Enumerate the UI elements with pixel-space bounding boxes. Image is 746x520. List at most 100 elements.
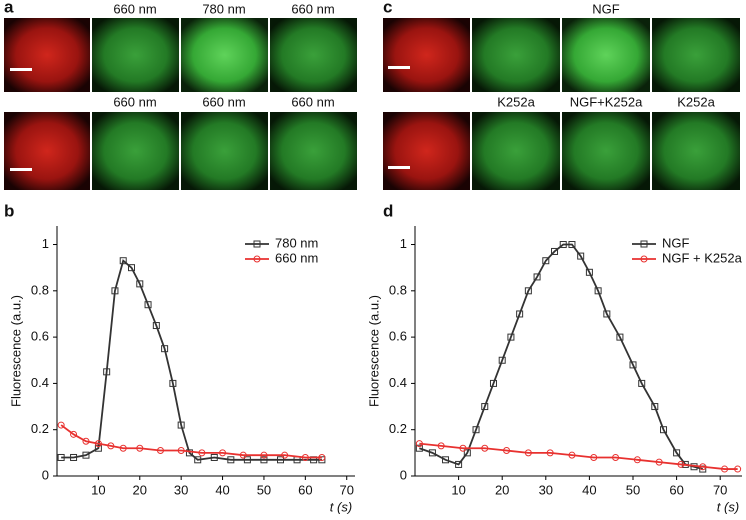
x-tick-label: 30	[539, 482, 553, 497]
marker	[463, 449, 471, 457]
marker	[415, 440, 423, 448]
marker	[57, 453, 65, 461]
image-tile	[562, 112, 650, 190]
marker	[503, 447, 511, 455]
marker	[699, 463, 707, 471]
tile-label: NGF	[592, 1, 620, 16]
marker	[651, 403, 659, 411]
image-panels	[4, 18, 740, 190]
image-tile	[472, 112, 560, 190]
marker	[660, 426, 668, 434]
marker	[542, 257, 550, 265]
x-axis-label: t (s)	[330, 499, 352, 514]
image-tile	[652, 112, 740, 190]
marker	[673, 449, 681, 457]
tile-label: 660 nm	[113, 1, 156, 16]
marker	[551, 247, 559, 255]
y-axis-label: Fluorescence (a.u.)	[8, 295, 23, 407]
marker	[260, 451, 268, 459]
marker	[498, 356, 506, 364]
scale-bar	[388, 166, 410, 169]
x-tick-label: 70	[713, 482, 727, 497]
image-tile	[270, 18, 357, 92]
marker	[677, 460, 685, 468]
marker	[281, 451, 289, 459]
marker	[638, 379, 646, 387]
marker	[481, 444, 489, 452]
image-tile	[92, 18, 179, 92]
marker	[156, 447, 164, 455]
marker	[161, 345, 169, 353]
marker	[734, 465, 742, 473]
marker	[94, 444, 102, 452]
marker	[612, 453, 620, 461]
series-line	[419, 243, 703, 470]
tile-label: 780 nm	[202, 1, 245, 16]
image-tile	[181, 112, 268, 190]
marker	[524, 287, 532, 295]
marker	[559, 241, 567, 249]
legend-label: 780 nm	[275, 235, 318, 250]
marker	[239, 451, 247, 459]
marker	[107, 442, 115, 450]
marker	[437, 442, 445, 450]
marker	[119, 257, 127, 265]
panel-letter: d	[383, 201, 393, 220]
marker	[594, 287, 602, 295]
x-tick-label: 70	[339, 482, 353, 497]
marker	[415, 444, 423, 452]
marker	[253, 240, 261, 248]
marker	[103, 368, 111, 376]
marker	[524, 449, 532, 457]
x-tick-label: 50	[626, 482, 640, 497]
marker	[721, 465, 729, 473]
image-tile	[562, 18, 650, 92]
scale-bar	[10, 68, 32, 71]
x-tick-label: 20	[133, 482, 147, 497]
image-tile	[270, 112, 357, 190]
marker	[640, 255, 648, 263]
marker	[507, 333, 515, 341]
series-line	[61, 259, 322, 461]
marker	[546, 449, 554, 457]
marker	[428, 449, 436, 457]
x-tick-label: 40	[582, 482, 596, 497]
marker	[260, 456, 268, 464]
x-tick-label: 10	[91, 482, 105, 497]
y-tick-label: 0.2	[31, 421, 49, 436]
tile-label: 660 nm	[113, 94, 156, 109]
marker	[633, 456, 641, 464]
tile-label: K252a	[497, 94, 535, 109]
image-tile	[92, 112, 179, 190]
y-tick-label: 0.6	[389, 329, 407, 344]
y-tick-label: 1	[42, 236, 49, 251]
marker	[198, 449, 206, 457]
marker	[136, 444, 144, 452]
y-axis-label: Fluorescence (a.u.)	[366, 295, 381, 407]
series-line	[419, 442, 738, 470]
marker	[194, 456, 202, 464]
marker	[185, 449, 193, 457]
marker	[253, 255, 261, 263]
y-tick-label: 0.4	[389, 375, 407, 390]
marker	[111, 287, 119, 295]
marker	[568, 241, 576, 249]
image-tile	[383, 112, 470, 190]
x-tick-label: 60	[669, 482, 683, 497]
marker	[533, 273, 541, 281]
marker	[472, 426, 480, 434]
marker	[640, 240, 648, 248]
marker	[227, 456, 235, 464]
panel-letter: a	[4, 0, 14, 16]
marker	[568, 451, 576, 459]
marker	[94, 440, 102, 448]
marker	[70, 453, 78, 461]
marker	[82, 437, 90, 445]
y-tick-label: 1	[400, 236, 407, 251]
marker	[177, 447, 185, 455]
y-tick-label: 0	[42, 467, 49, 482]
panel-letter: b	[4, 201, 14, 220]
x-tick-label: 30	[174, 482, 188, 497]
marker	[655, 458, 663, 466]
